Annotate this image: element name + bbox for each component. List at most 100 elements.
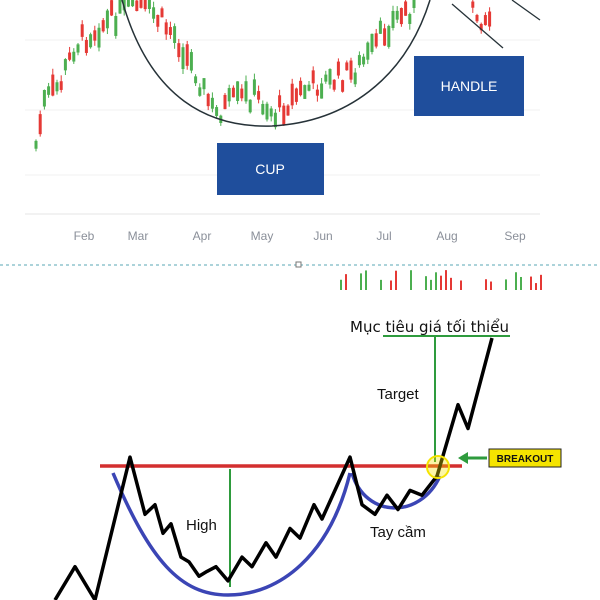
candle-body (126, 0, 130, 7)
candle-body (173, 26, 177, 43)
candle-body (299, 80, 303, 96)
candle-body (210, 97, 214, 109)
target-label: Target (377, 386, 420, 403)
volume-bar (530, 276, 532, 290)
breakout-label: BREAKOUT (497, 454, 554, 465)
candle-body (223, 94, 227, 110)
x-tick-label: May (251, 229, 274, 243)
candle-body (114, 15, 118, 36)
candle-body (101, 20, 105, 32)
candle-body (34, 140, 38, 149)
volume-bar (360, 273, 362, 290)
candle-body (105, 10, 109, 29)
handle-label-box (414, 56, 524, 116)
candle-body (131, 0, 135, 7)
x-tick-label: Apr (193, 229, 212, 243)
candle-body (147, 0, 151, 9)
candle-body (290, 83, 294, 106)
candle-body (189, 52, 193, 71)
candle-body (366, 42, 370, 60)
panel-divider (0, 261, 600, 290)
candle-body (273, 112, 277, 128)
high-label: High (186, 517, 217, 534)
breakout-arrow-icon (458, 452, 487, 464)
candle-body (135, 0, 139, 11)
candle-body (55, 82, 59, 92)
price-line (53, 337, 494, 600)
candle-body (97, 27, 101, 48)
candle-body (152, 7, 156, 19)
candle-body (336, 61, 340, 76)
candle-body (194, 76, 198, 84)
volume-bar (440, 275, 442, 290)
candle-body (240, 88, 244, 99)
handle-trendline-upper (451, 3, 504, 49)
candle-body (80, 24, 84, 37)
candle-body (215, 107, 219, 116)
cup-arc (121, 0, 431, 127)
candles (34, 0, 492, 152)
candle-body (391, 10, 395, 29)
x-tick-label: Mar (128, 229, 149, 243)
candle-body (475, 14, 479, 22)
candle-body (185, 44, 189, 66)
candlestick-chart: Feb Mar Apr May Jun Jul Aug Sep CUP HAND… (0, 0, 600, 290)
candle-body (257, 91, 261, 100)
price-target-title: Mục tiêu giá tối thiểu (350, 318, 509, 336)
candle-body (282, 105, 286, 126)
candle-body (72, 51, 76, 62)
candle-body (236, 81, 240, 101)
candle-body (307, 84, 311, 91)
volume-bar (340, 279, 342, 290)
candle-body (84, 39, 88, 53)
volume-bar (515, 272, 517, 290)
candle-body (353, 72, 357, 85)
x-tick-label: Jul (376, 229, 391, 243)
candle-body (294, 88, 298, 102)
candle-body (89, 34, 93, 48)
volume-bar (505, 279, 507, 290)
divider-handle (295, 261, 302, 268)
candle-body (38, 114, 42, 135)
candle-body (47, 86, 51, 95)
candle-body (261, 103, 265, 115)
candle-body (345, 62, 349, 71)
candle-body (143, 0, 147, 10)
candle-body (311, 70, 315, 84)
candle-body (59, 81, 63, 90)
candle-body (160, 8, 164, 18)
candle-body (383, 28, 387, 46)
candle-body (412, 0, 416, 9)
x-tick-label: Aug (436, 229, 457, 243)
candle-body (303, 85, 307, 99)
candle-body (269, 108, 273, 117)
volume-bar (460, 280, 462, 290)
candle-body (488, 11, 492, 27)
candle-body (374, 33, 378, 47)
candle-body (252, 79, 256, 95)
candle-body (265, 103, 269, 120)
handle-trendline-lower (511, 0, 541, 21)
candle-body (479, 23, 483, 31)
candle-body (362, 56, 366, 65)
candle-body (164, 22, 168, 35)
volume-bar (345, 274, 347, 290)
candle-body (198, 87, 202, 96)
handle-label-vi: Tay cầm (370, 524, 426, 541)
candle-body (332, 79, 336, 90)
candle-body (387, 26, 391, 47)
volume-bar (435, 272, 437, 290)
candle-body (404, 1, 408, 16)
candle-body (110, 0, 114, 16)
candle-body (206, 93, 210, 107)
cup-curve (111, 472, 352, 597)
breakout-label-box (488, 448, 562, 468)
schematic-chart: BREAKOUT Mục tiêu giá tối thiểu Target H… (53, 318, 562, 600)
breakout-point-circle (426, 455, 450, 479)
volume-bar (540, 274, 542, 290)
volume-bar (380, 279, 382, 290)
x-tick-label: Sep (504, 229, 526, 243)
candle-body (483, 15, 487, 26)
candle-body (349, 60, 353, 80)
candle-body (93, 30, 97, 41)
